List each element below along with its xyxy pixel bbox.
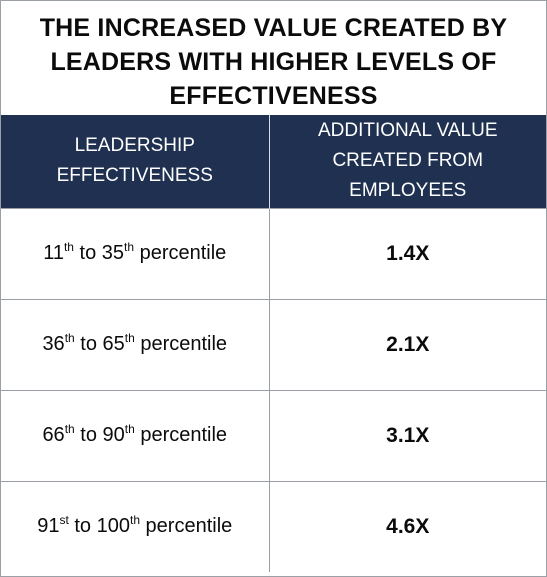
range-end-suffix: th — [124, 240, 135, 254]
leadership-value-table: LEADERSHIP EFFECTIVENESS ADDITIONAL VALU… — [1, 115, 546, 572]
range-start: 91 — [37, 515, 60, 538]
value-multiplier-cell: 1.4X — [269, 207, 546, 299]
range-to: to — [74, 424, 103, 446]
value-multiplier-cell: 4.6X — [269, 480, 546, 572]
header-col1-line1: LEADERSHIP — [74, 135, 195, 157]
range-end: 65 — [102, 333, 125, 355]
header-row: LEADERSHIP EFFECTIVENESS ADDITIONAL VALU… — [1, 115, 546, 208]
range-start-suffix: th — [63, 240, 74, 254]
range-to: to — [68, 515, 97, 538]
range-end-suffix: th — [124, 331, 135, 345]
range-start: 66 — [42, 424, 65, 446]
table-row: 11th to 35th percentile 1.4X — [1, 207, 546, 299]
value-multiplier-cell: 3.1X — [269, 389, 546, 481]
title-line-1: THE INCREASED VALUE CREATED BY — [39, 14, 508, 42]
range-unit: percentile — [134, 242, 227, 264]
range-start-suffix: th — [64, 422, 75, 436]
range-start: 36 — [42, 333, 65, 355]
range-end-suffix: th — [129, 513, 140, 528]
range-unit: percentile — [140, 515, 233, 538]
header-leadership-effectiveness: LEADERSHIP EFFECTIVENESS — [1, 115, 270, 208]
percentile-range-cell: 11th to 35th percentile — [1, 207, 270, 299]
percentile-range-cell: 36th to 65th percentile — [1, 298, 270, 390]
range-unit: percentile — [134, 333, 228, 355]
range-unit: percentile — [134, 424, 228, 446]
range-to: to — [73, 242, 102, 264]
table-row: 66th to 90th percentile 3.1X — [1, 389, 546, 481]
range-end: 100 — [96, 515, 130, 538]
table-row: 36th to 65th percentile 2.1X — [1, 298, 546, 390]
header-col1-line2: EFFECTIVENESS — [56, 165, 213, 187]
percentile-range-cell: 91st to 100th percentile — [1, 480, 270, 572]
percentile-range-cell: 66th to 90th percentile — [1, 389, 270, 481]
header-additional-value: ADDITIONAL VALUE CREATED FROM EMPLOYEES — [269, 115, 546, 208]
range-to: to — [74, 333, 103, 355]
table-title: THE INCREASED VALUE CREATED BY LEADERS W… — [1, 1, 546, 115]
range-end-suffix: th — [124, 422, 135, 436]
header-col2-line3: EMPLOYEES — [349, 180, 467, 202]
table-row: 91st to 100th percentile 4.6X — [1, 480, 546, 572]
range-start-suffix: th — [64, 331, 75, 345]
header-col2-line1: ADDITIONAL VALUE — [318, 120, 498, 142]
range-start-suffix: st — [59, 513, 69, 528]
range-end: 35 — [101, 242, 125, 264]
range-end: 90 — [102, 424, 125, 446]
title-line-3: EFFECTIVENESS — [169, 82, 378, 110]
header-col2-line2: CREATED FROM — [332, 150, 484, 172]
range-start: 11 — [43, 242, 64, 264]
value-multiplier-cell: 2.1X — [269, 298, 546, 390]
title-line-2: LEADERS WITH HIGHER LEVELS OF — [50, 48, 497, 76]
